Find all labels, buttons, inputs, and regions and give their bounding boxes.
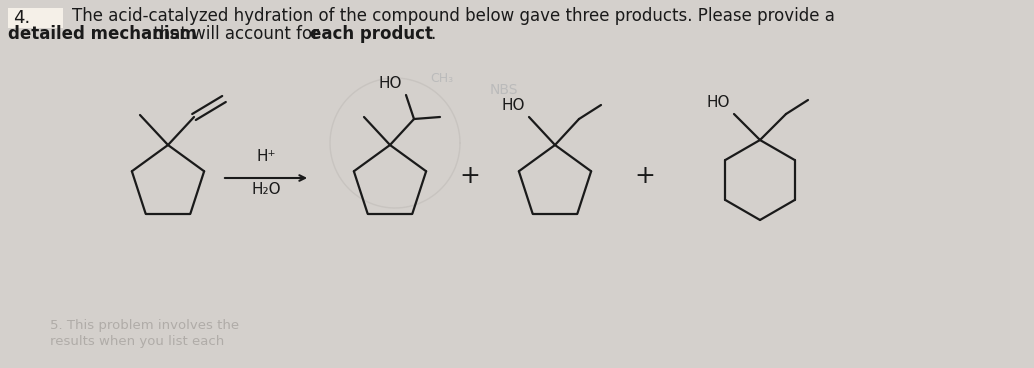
Text: CH₃: CH₃ [430,71,453,85]
Text: each product: each product [310,25,433,43]
Text: that will account for: that will account for [148,25,325,43]
Text: results when you list each: results when you list each [50,336,224,348]
Text: The acid-catalyzed hydration of the compound below gave three products. Please p: The acid-catalyzed hydration of the comp… [72,7,834,25]
Text: NBS: NBS [490,83,518,97]
Text: 5. This problem involves the: 5. This problem involves the [50,319,239,333]
Text: HO: HO [378,76,402,91]
Text: H⁺: H⁺ [256,149,276,164]
Text: H₂O: H₂O [251,182,281,197]
Text: detailed mechanism: detailed mechanism [8,25,196,43]
Bar [8,8,63,28]
Text: HO: HO [706,95,730,110]
Text: .: . [430,25,435,43]
Text: +: + [459,164,481,188]
Text: HO: HO [501,98,525,113]
Text: +: + [635,164,656,188]
Text: 4.: 4. [13,9,30,27]
